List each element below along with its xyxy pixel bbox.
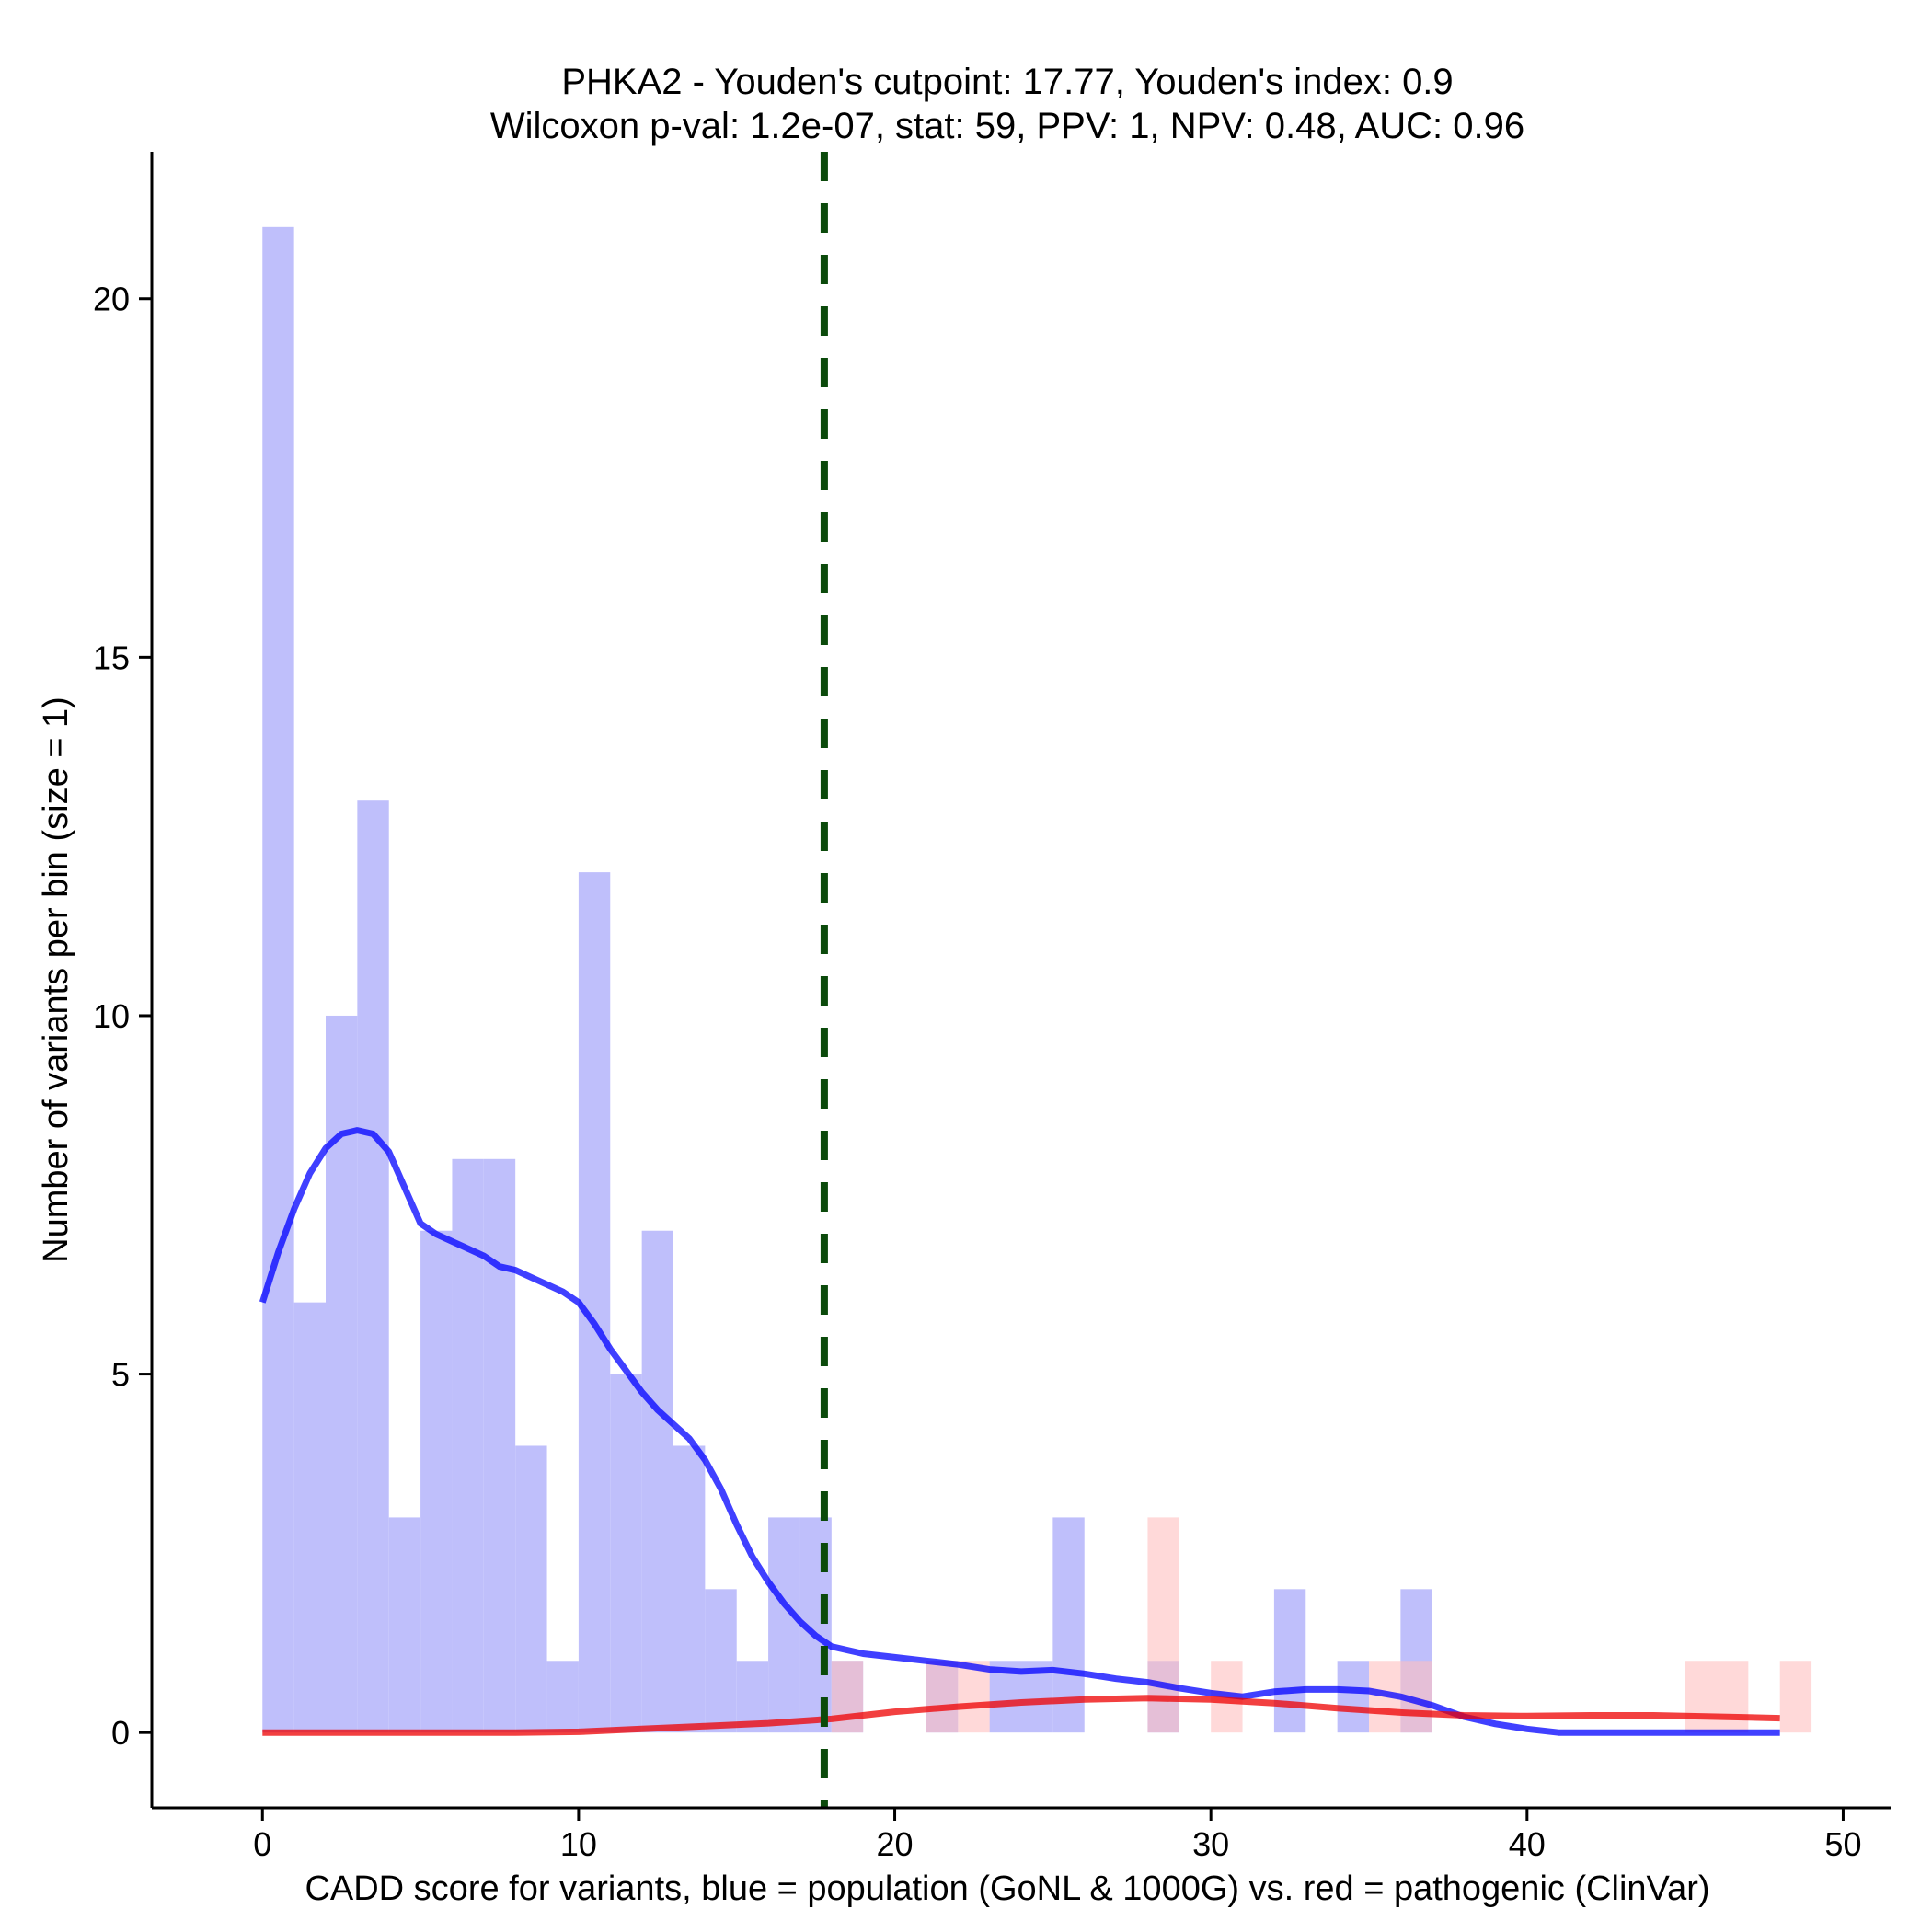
axes <box>150 152 1891 1810</box>
x-tick-label: 50 <box>1824 1825 1861 1863</box>
population-bar <box>483 1158 516 1733</box>
chart-title: PHKA2 - Youden's cutpoint: 17.77, Youden… <box>561 62 1453 102</box>
population-bar <box>1273 1589 1306 1733</box>
population-bar <box>546 1661 579 1733</box>
y-axis-label: Number of variants per bin (size = 1) <box>37 696 75 1263</box>
population-bar <box>388 1517 421 1733</box>
density-curves <box>259 1127 1780 1736</box>
population-bar <box>262 226 294 1733</box>
pathogenic-bar <box>1779 1661 1812 1733</box>
population-bar <box>578 872 611 1733</box>
x-tick-label: 40 <box>1509 1825 1546 1863</box>
y-axis-ticks: 0 5 10 15 20 <box>93 281 152 1752</box>
population-bar <box>1337 1661 1369 1733</box>
y-tick-label: 15 <box>93 638 130 676</box>
x-axis-ticks: 0 10 20 30 40 50 <box>253 1808 1861 1863</box>
x-axis-label: CADD score for variants, blue = populati… <box>305 1869 1709 1908</box>
x-tick-label: 30 <box>1192 1825 1229 1863</box>
population-bar <box>705 1589 737 1733</box>
population-bar <box>515 1445 547 1733</box>
pathogenic-bar <box>958 1661 990 1733</box>
x-tick-label: 20 <box>877 1825 914 1863</box>
y-tick-label: 5 <box>111 1356 130 1394</box>
y-tick-label: 10 <box>93 997 130 1035</box>
y-tick-label: 0 <box>111 1714 130 1752</box>
population-density-curve <box>259 1127 1780 1736</box>
pathogenic-bar <box>831 1661 864 1733</box>
population-bar <box>420 1230 453 1733</box>
population-bar <box>357 800 389 1733</box>
pathogenic-bar <box>1685 1661 1717 1733</box>
population-bar <box>326 1015 358 1733</box>
pathogenic-bar <box>1717 1661 1749 1733</box>
population-bar <box>768 1517 800 1733</box>
population-bar <box>641 1230 673 1733</box>
y-tick-label: 20 <box>93 281 130 318</box>
population-bar <box>293 1302 326 1733</box>
x-tick-label: 10 <box>560 1825 597 1863</box>
population-bar <box>673 1445 706 1733</box>
chart-subtitle: Wilcoxon p-val: 1.2e-07, stat: 59, PPV: … <box>490 106 1524 146</box>
pathogenic-density-curve <box>262 1695 1780 1736</box>
population-bar <box>610 1374 642 1733</box>
x-tick-label: 0 <box>253 1825 271 1863</box>
population-bars <box>262 226 1432 1733</box>
pathogenic-bar <box>926 1661 959 1733</box>
